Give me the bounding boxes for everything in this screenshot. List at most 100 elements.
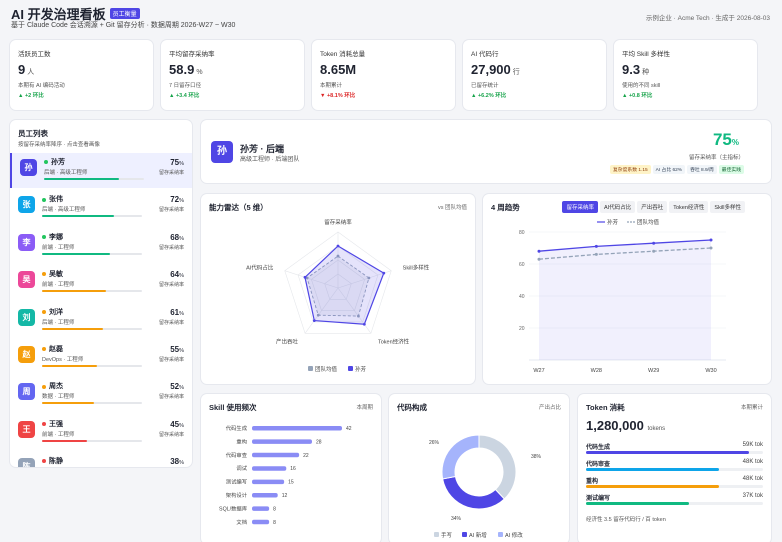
- trend-legend-label: 孙芳: [607, 218, 619, 226]
- employee-pct-unit: %: [179, 385, 184, 392]
- radar-axis-label: 产出吞吐: [276, 337, 299, 345]
- skill-bar-label: 重构: [236, 437, 247, 445]
- token-item-value: 48K tok: [742, 476, 763, 482]
- employee-list-item[interactable]: 周 周杰 数据 · 工程师 52% 留存采纳率: [10, 377, 192, 412]
- skill-bar-value: 8: [273, 520, 276, 526]
- employee-role: 数据 · 工程师: [42, 394, 75, 401]
- kpi-number: 9: [18, 62, 26, 77]
- employee-list-item[interactable]: 王 王强 前端 · 工程师 45% 留存采纳率: [10, 415, 192, 450]
- employee-adoption-value: 55%: [170, 345, 184, 354]
- employee-pct-unit: %: [179, 348, 184, 354]
- employee-list-item[interactable]: 赵 赵磊 DevOps · 工程师 55% 留存采纳率: [10, 340, 192, 375]
- page-subtitle: 基于 Claude Code 会话溯源 + Git 留存分析 · 数据周期 20…: [11, 22, 236, 29]
- trend-x-tick: W29: [648, 368, 659, 374]
- token-item-bar: [586, 451, 763, 454]
- employee-pct-number: 64: [170, 270, 180, 280]
- employee-adoption-caption: 留存采纳率: [158, 431, 184, 438]
- donut-slice-label: 34%: [451, 516, 462, 522]
- trend-series-line: [538, 247, 712, 260]
- skills-chart: 代码生成 42 重构 28 代码审查 22 调试 16 测试编写 15 架构设计 12 SQL/数据库 8…: [219, 424, 352, 526]
- trend-point: [652, 241, 656, 245]
- employee-list-item[interactable]: 陈陈静数据 · 初级工程师38%留存采纳率: [10, 452, 192, 467]
- trend-title: 4 周趋势: [491, 203, 520, 212]
- skill-bar-value: 22: [303, 453, 309, 459]
- trend-tab[interactable]: 留存采纳率: [562, 201, 598, 213]
- employee-adoption-value: 45%: [170, 420, 184, 429]
- employee-list-item[interactable]: 孙 孙芳 后端 · 高级工程师 75% 留存采纳率: [10, 153, 192, 188]
- employee-avatar: 张: [18, 196, 35, 214]
- trend-tab[interactable]: 产出吞吐: [637, 201, 668, 213]
- employee-list-panel: 员工列表 按留存采纳率降序 · 点击查看画像 孙 孙芳 后端 · 高级工程师 75% 留…: [10, 120, 192, 467]
- employee-adoption-bar: [42, 252, 142, 255]
- composition-donut-chart: 38% 34% 26% 手写 AI 新增 AI 修改: [429, 434, 542, 539]
- kpi-unit: 行: [512, 69, 520, 76]
- trend-tabs: 留存采纳率 AI代码占比 产出吞吐 Token经济性 Skill多样性: [560, 201, 745, 213]
- token-item-bar: [586, 485, 763, 488]
- donut-slice: [442, 475, 506, 510]
- employee-list-item[interactable]: 张 张伟 后端 · 高级工程师 72% 留存采纳率: [10, 190, 192, 225]
- employee-role: DevOps · 工程师: [42, 357, 84, 363]
- profile-name: 孙芳 · 后端: [240, 144, 284, 154]
- kpi-value: 27,900 行: [471, 62, 520, 77]
- radar-point: [362, 322, 366, 326]
- employee-pct-number: 45: [170, 419, 180, 429]
- radar-legend-label: 孙芳: [355, 365, 367, 373]
- trend-tab[interactable]: Skill多样性: [710, 201, 745, 213]
- radar-axis-label: AI代码占比: [246, 264, 274, 272]
- profile-tag: 吞吐 8.9/周: [687, 165, 717, 174]
- employee-avatar: 孙: [20, 159, 37, 176]
- radar-point: [357, 314, 360, 318]
- employee-adoption-caption: 留存采纳率: [158, 207, 184, 214]
- employee-adoption-bar: [42, 215, 142, 218]
- kpi-label: 平均 Skill 多样性: [622, 51, 671, 58]
- employee-list-item[interactable]: 吴 吴敏 前端 · 工程师 64% 留存采纳率: [10, 265, 192, 300]
- trend-point: [594, 252, 598, 256]
- token-item-bar-fill: [586, 468, 719, 471]
- radar-compare-label: vs 团队均值: [437, 205, 467, 211]
- kpi-delta: ▼ +8.1% 环比: [320, 93, 356, 99]
- radar-point: [336, 254, 340, 258]
- employee-adoption-bar: [44, 178, 144, 180]
- trend-point: [652, 249, 656, 253]
- skill-bar-value: 16: [290, 466, 296, 472]
- trend-tab[interactable]: AI代码占比: [600, 201, 636, 213]
- token-item-bar-fill: [586, 451, 749, 454]
- token-item-bar-fill: [586, 502, 689, 505]
- trend-point: [537, 249, 541, 253]
- composition-title: 代码构成: [397, 403, 427, 412]
- employee-pct-number: 38: [170, 457, 180, 467]
- donut-legend-label: AI 新增: [469, 531, 487, 539]
- employee-pct-number: 52: [170, 382, 180, 392]
- skill-bar-label: 架构设计: [226, 491, 248, 499]
- skills-title: Skill 使用频次: [209, 403, 257, 412]
- employee-pct-unit: %: [179, 460, 184, 467]
- kpi-description: 已留存统计: [471, 83, 499, 89]
- skills-period: 本周期: [356, 405, 373, 411]
- employee-list-item[interactable]: 刘 刘洋 后端 · 工程师 61% 留存采纳率: [10, 303, 192, 338]
- kpi-number: 27,900: [471, 62, 511, 77]
- employee-name-text: 孙芳: [51, 159, 65, 166]
- profile-card: 孙 孙芳 · 后端 高级工程师 · 后端团队 75% 留存采纳率（主指标） 复杂…: [201, 120, 771, 183]
- composition-subtitle: 产出占比: [538, 405, 561, 411]
- token-period: 本期累计: [740, 405, 763, 411]
- skill-bar: [252, 452, 300, 458]
- kpi-description: 本期有 AI 编码活动: [18, 83, 65, 89]
- trend-tab[interactable]: Token经济性: [669, 201, 709, 213]
- profile-tag: 最佳实践: [718, 165, 744, 174]
- token-panel: Token 消耗 本期累计 1,280,000 tokens 代码生成 59K t…: [578, 394, 771, 542]
- kpi-unit: 人: [27, 69, 35, 76]
- trend-point: [537, 257, 541, 261]
- employee-adoption-fill: [42, 365, 97, 367]
- trend-chart: 20 40 60 80 W27 W28 W29 W30 孙芳 团队均值: [519, 218, 726, 374]
- radar-legend-swatch: [348, 366, 353, 371]
- trend-y-tick: 80: [519, 230, 525, 236]
- radar-axis-label: Skill多样性: [403, 264, 430, 272]
- employee-list-item[interactable]: 李 李娜 前端 · 工程师 68% 留存采纳率: [10, 228, 192, 263]
- kpi-card: Token 消耗总量 8.65M 本期累计 ▼ +8.1% 环比: [312, 40, 455, 110]
- token-total: 1,280,000 tokens: [586, 418, 666, 433]
- kpi-delta: ▲ +3.4 环比: [169, 93, 200, 99]
- employee-name-text: 吴敏: [49, 271, 63, 279]
- kpi-unit: %: [196, 69, 203, 76]
- employee-pct-unit: %: [179, 422, 184, 429]
